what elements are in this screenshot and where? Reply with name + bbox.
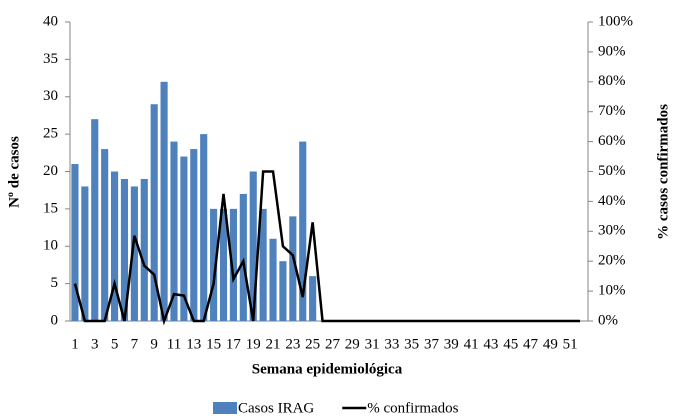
x-tick-label: 17 [226,336,242,352]
bar [289,216,297,321]
bar [140,178,148,321]
x-tick-label: 11 [167,336,181,352]
y2-tick-label: 80% [598,73,626,89]
bar [219,208,228,321]
legend-label: Casos IRAG [238,400,314,416]
y-tick-label: 35 [43,51,58,67]
x-tick-label: 31 [365,336,380,352]
y-tick-label: 20 [43,163,58,179]
y2-tick-label: 90% [598,43,626,59]
y-tick-label: 5 [51,275,59,291]
x-axis-title: Semana epidemiológica [252,361,403,377]
bar [150,104,158,321]
y2-tick-label: 40% [598,193,626,209]
bar [309,276,317,321]
y2-tick-label: 10% [598,283,626,299]
x-tick-label: 1 [71,336,79,352]
x-tick-label: 51 [563,336,578,352]
y-tick-label: 40 [43,13,58,29]
bar [279,261,287,321]
bar [180,156,188,321]
y-axis-title: Nº de casos [6,136,22,208]
x-tick-label: 21 [266,336,281,352]
bar [229,208,237,321]
y2-tick-label: 100% [598,13,633,29]
x-tick-label: 25 [305,336,320,352]
bar [71,164,79,321]
bar [190,149,198,321]
x-tick-label: 3 [91,336,99,352]
bar [160,81,168,321]
y-tick-label: 25 [43,126,58,142]
bar [239,193,247,321]
x-tick-label: 37 [424,336,440,352]
bar [81,186,89,321]
legend-marker [213,402,237,414]
x-tick-label: 43 [483,336,498,352]
bar [259,208,267,321]
x-tick-label: 9 [150,336,158,352]
x-tick-label: 45 [503,336,518,352]
bar [210,208,218,321]
bar [120,178,129,321]
y2-tick-label: 20% [598,253,626,269]
x-tick-label: 33 [384,336,399,352]
y-tick-label: 15 [43,200,58,216]
bar [130,186,138,321]
x-tick-label: 23 [285,336,300,352]
bar [101,149,109,321]
x-tick-label: 49 [543,336,558,352]
y2-tick-label: 60% [598,133,626,149]
x-tick-label: 35 [404,336,419,352]
y-tick-label: 0 [51,312,59,328]
bar [249,171,257,321]
x-tick-label: 7 [131,336,139,352]
y2-tick-label: 30% [598,223,626,239]
x-tick-label: 13 [186,336,201,352]
y2-tick-label: 70% [598,103,626,119]
y2-tick-label: 0% [598,312,618,328]
x-tick-label: 41 [464,336,479,352]
bar [111,171,119,321]
line [73,170,581,326]
x-tick-label: 5 [111,336,119,352]
y-tick-label: 30 [43,88,58,104]
y-tick-label: 10 [43,238,58,254]
x-tick-label: 15 [206,336,221,352]
x-tick-label: 47 [523,336,539,352]
y2-tick-label: 50% [598,163,626,179]
legend-label: % confirmados [367,400,458,416]
y2-axis-title: % casos confirmados [655,104,671,240]
bar [299,141,307,321]
bar [91,119,99,321]
x-tick-label: 27 [325,336,341,352]
bar [200,134,208,321]
bar [170,141,178,321]
x-tick-label: 19 [246,336,261,352]
x-tick-label: 39 [444,336,459,352]
bar [269,238,277,321]
x-tick-label: 29 [345,336,360,352]
